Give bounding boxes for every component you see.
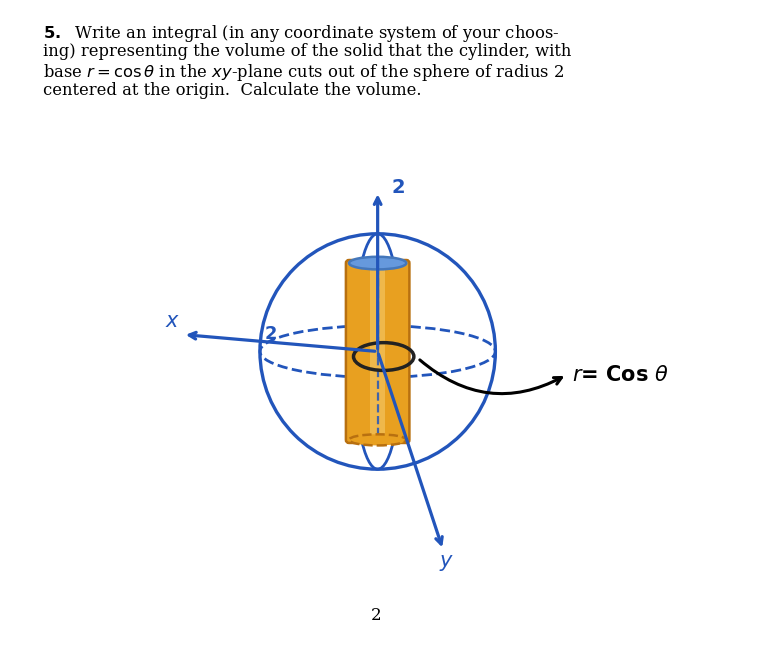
Ellipse shape	[349, 434, 406, 445]
Text: base $r = \cos\theta$ in the $xy$-plane cuts out of the sphere of radius 2: base $r = \cos\theta$ in the $xy$-plane …	[43, 62, 564, 83]
Text: $r$= Cos $\theta$: $r$= Cos $\theta$	[572, 365, 670, 385]
Text: y: y	[439, 551, 452, 571]
Text: x: x	[166, 311, 179, 331]
Text: 2: 2	[391, 178, 405, 197]
Text: 2: 2	[264, 325, 277, 343]
FancyBboxPatch shape	[346, 260, 409, 443]
Text: $\mathbf{5.}$  Write an integral (in any coordinate system of your choos-: $\mathbf{5.}$ Write an integral (in any …	[43, 23, 560, 44]
Text: centered at the origin.  Calculate the volume.: centered at the origin. Calculate the vo…	[43, 82, 422, 99]
Text: ing) representing the volume of the solid that the cylinder, with: ing) representing the volume of the soli…	[43, 43, 572, 60]
Bar	[371, 267, 385, 436]
Text: 2: 2	[371, 607, 382, 624]
Ellipse shape	[349, 256, 406, 270]
